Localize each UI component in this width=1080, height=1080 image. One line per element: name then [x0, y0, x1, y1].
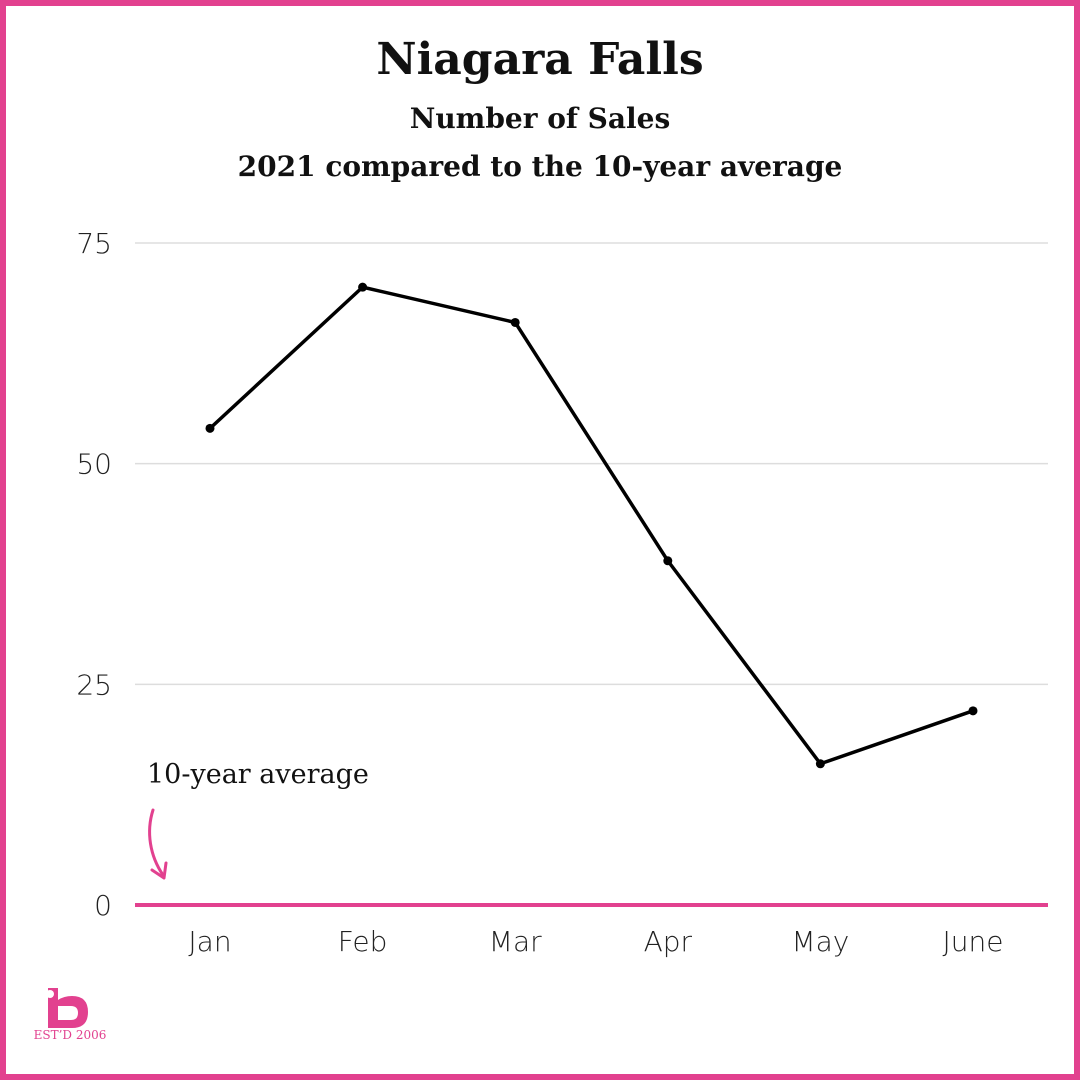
arrowhead-icon: [150, 861, 168, 880]
chart-title: Niagara Falls: [376, 34, 704, 85]
series-group: [205, 282, 978, 769]
logo-established-text: EST’D 2006: [33, 1028, 107, 1042]
annotation-label: 10-year average: [147, 759, 369, 790]
chart-subtitle-comparison: 2021 compared to the 10-year average: [237, 150, 843, 183]
y-tick-label: 0: [94, 889, 112, 922]
annotation-group: 10-year average: [147, 759, 369, 880]
y-axis-ticks: 0 25 50 75: [76, 227, 112, 922]
series-line-2021: [208, 285, 974, 766]
data-point-june: [968, 706, 978, 716]
x-axis-ticks: Jan Feb Mar Apr May June: [188, 925, 1003, 958]
chart-subtitle-metric: Number of Sales: [409, 102, 671, 135]
y-tick-label: 75: [76, 227, 112, 260]
x-tick-label: Apr: [644, 925, 693, 958]
data-point-feb: [358, 282, 368, 292]
x-tick-label: May: [791, 925, 849, 958]
data-point-may: [815, 759, 825, 769]
x-tick-label: Jan: [188, 925, 231, 958]
data-point-jan: [205, 423, 215, 433]
curved-arrow-icon: [148, 808, 165, 877]
gridlines: [135, 242, 1048, 686]
x-tick-label: June: [943, 925, 1004, 958]
b-logo-icon: [46, 988, 88, 1028]
data-point-mar: [510, 317, 520, 327]
x-tick-label: Mar: [489, 925, 542, 958]
x-tick-label: Feb: [338, 925, 388, 958]
y-tick-label: 50: [76, 448, 112, 481]
data-point-apr: [663, 556, 673, 566]
y-tick-label: 25: [76, 668, 112, 701]
